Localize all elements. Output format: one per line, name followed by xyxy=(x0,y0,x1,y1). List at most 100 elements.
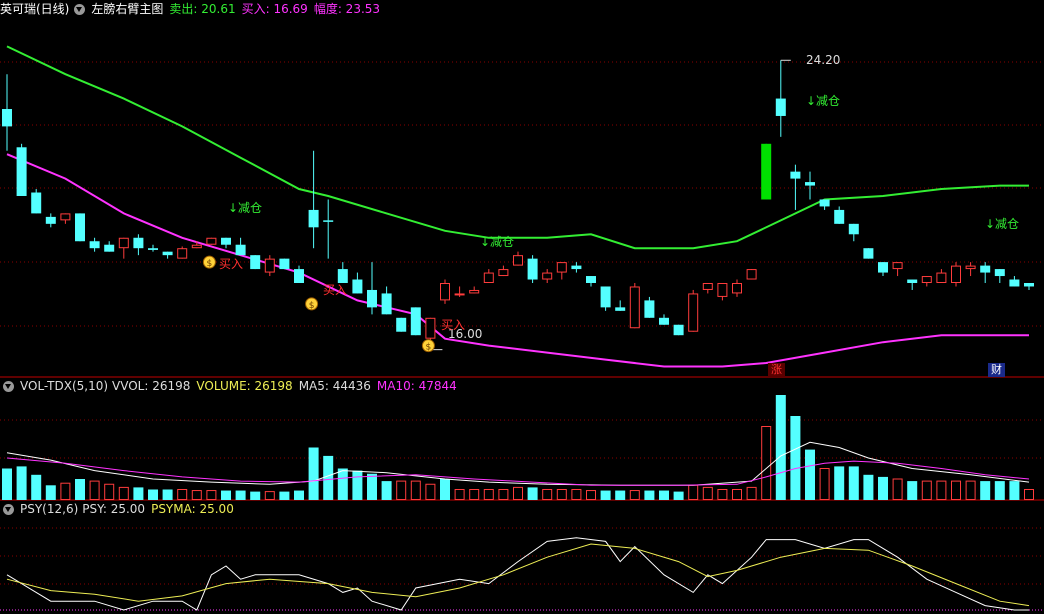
candle-body xyxy=(761,143,772,200)
volume-bar xyxy=(805,449,815,500)
candle-body xyxy=(425,317,436,339)
volume-bar xyxy=(425,483,436,500)
buy-signal-2: 买入 xyxy=(323,283,348,297)
reduce-signal-1: ↓减仓 xyxy=(228,201,263,215)
candle-body xyxy=(571,265,582,270)
volume-bar xyxy=(440,479,450,500)
candle-body xyxy=(586,276,596,283)
volume-ma10-line xyxy=(6,457,1030,486)
volume-bar xyxy=(75,479,85,500)
candle-body xyxy=(805,182,815,186)
volume-bar xyxy=(396,480,407,501)
candle-body xyxy=(16,147,27,196)
candle-body xyxy=(235,244,246,256)
psy-line xyxy=(6,537,1029,611)
volume-bar xyxy=(629,490,640,500)
candle-body xyxy=(118,237,129,249)
finance-badge[interactable]: 财 xyxy=(988,363,1005,377)
volume-bar xyxy=(659,490,669,500)
candle-body xyxy=(702,283,713,290)
candle-body xyxy=(177,248,188,259)
volume-bar xyxy=(863,474,874,500)
indicator-menu-icon[interactable] xyxy=(74,4,86,15)
volume-bar xyxy=(819,468,830,500)
candle-body xyxy=(75,213,85,242)
candle-body xyxy=(921,276,932,284)
volume-bar xyxy=(951,480,961,501)
candle-body xyxy=(206,237,217,245)
candle-body xyxy=(673,324,684,336)
volume-bar xyxy=(513,486,523,500)
candle-body xyxy=(907,279,918,283)
volume-bar xyxy=(790,416,801,500)
volume-bar xyxy=(732,489,742,500)
candle-body xyxy=(367,289,377,308)
candle-body xyxy=(31,192,42,214)
buy-signal-3: 买入 xyxy=(441,318,466,332)
money-bag-icon-glyph: $ xyxy=(309,301,315,311)
candle-body xyxy=(542,272,553,280)
volume-bar xyxy=(16,466,27,500)
candle-body xyxy=(994,269,1005,277)
candle-body xyxy=(60,213,71,221)
volume-bar xyxy=(921,480,932,501)
candle-body xyxy=(1009,279,1020,287)
stock-name: 英可瑞(日线) xyxy=(0,2,70,16)
candle-body xyxy=(498,269,509,277)
candle-body xyxy=(863,248,874,259)
candle-body xyxy=(2,109,12,127)
candle-body xyxy=(659,317,669,325)
candle-body xyxy=(527,258,538,280)
candle-body xyxy=(396,317,407,332)
candle-body xyxy=(410,307,421,336)
volume-bar xyxy=(45,485,56,500)
candle-body xyxy=(878,262,888,273)
reduce-signal-3: ↓减仓 xyxy=(806,94,841,108)
volume-bar xyxy=(936,480,947,501)
money-bag-icon-glyph: $ xyxy=(426,343,432,353)
candle-body xyxy=(732,283,742,294)
volume-bar xyxy=(586,490,596,500)
volume-indicator-name[interactable]: VOL-TDX(5,10) xyxy=(20,379,109,393)
money-bag-icon xyxy=(305,297,319,311)
limit-up-badge[interactable]: 涨 xyxy=(768,363,785,377)
volume-bar xyxy=(279,491,290,500)
volume-bar xyxy=(148,489,158,500)
main-indicator-name[interactable]: 左膀右臂主图 xyxy=(91,2,164,16)
candle-body xyxy=(440,283,450,301)
volume-bar xyxy=(848,466,859,500)
psy-menu-icon[interactable] xyxy=(3,504,14,515)
range-value: 幅度: 23.53 xyxy=(313,2,381,16)
volume-bar xyxy=(250,491,261,500)
volume-bar xyxy=(878,476,888,500)
candle-body xyxy=(221,237,231,245)
low-price-label: 16.00 xyxy=(448,327,483,341)
volume-value: VOLUME: 26198 xyxy=(196,379,293,393)
volume-bar xyxy=(2,468,12,500)
volume-bar xyxy=(352,470,363,500)
candle-body xyxy=(250,255,261,270)
volume-bar xyxy=(118,486,129,500)
candle-body xyxy=(308,209,319,228)
volume-bar xyxy=(498,489,509,500)
candle-body xyxy=(848,223,859,235)
volume-menu-icon[interactable] xyxy=(3,381,14,392)
candle-body xyxy=(483,272,494,283)
volume-bar xyxy=(162,489,173,500)
candle-body xyxy=(454,293,465,296)
candle-body xyxy=(469,289,480,294)
psy-indicator-name[interactable]: PSY(12,6) xyxy=(20,502,79,516)
volume-bar xyxy=(191,490,202,500)
candle-body xyxy=(600,286,611,308)
candle-body xyxy=(323,220,334,222)
psy-header: PSY(12,6) PSY: 25.00 PSYMA: 25.00 xyxy=(0,500,240,518)
candle-body xyxy=(264,258,275,273)
volume-bar xyxy=(104,483,115,500)
volume-bar xyxy=(542,489,553,500)
volume-bar xyxy=(483,489,494,500)
volume-bar xyxy=(454,489,465,500)
vvol-value: VVOL: 26198 xyxy=(112,379,191,393)
candle-body xyxy=(746,269,757,280)
reduce-signal-2: ↓减仓 xyxy=(480,235,515,249)
